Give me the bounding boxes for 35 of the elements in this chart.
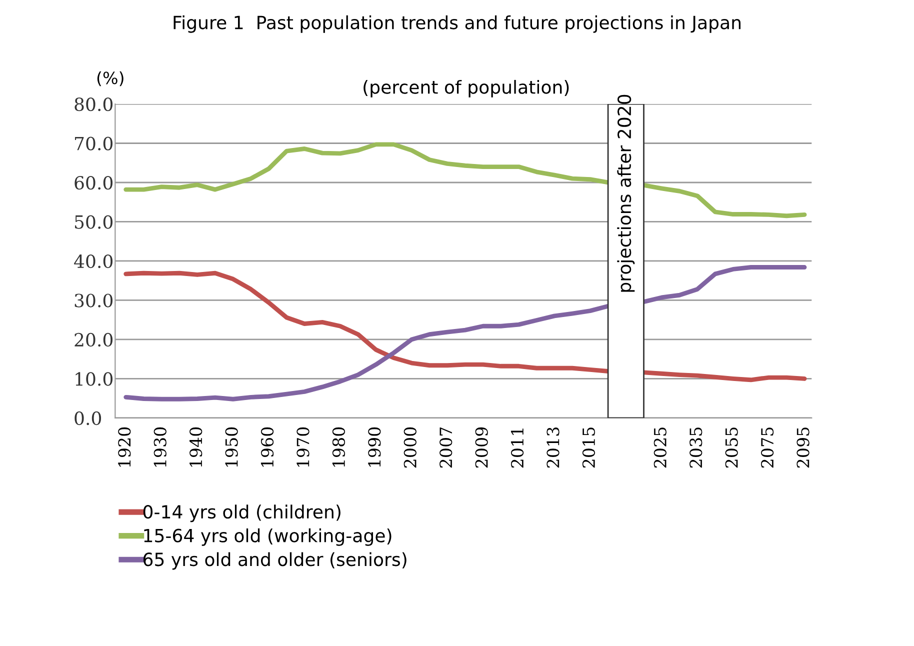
x-tick-label: 2007: [440, 428, 452, 468]
x-tick-label: 2013: [546, 428, 560, 468]
x-tick-label: 2075: [761, 428, 774, 468]
x-tick-label: 2009: [475, 427, 488, 468]
y-tick-label: 70.0: [75, 136, 112, 150]
y-tick-label: 0.0: [74, 411, 102, 426]
x-tick-label: 1960: [260, 427, 274, 467]
y-tick-label: 60.0: [74, 176, 112, 190]
legend-label: 0-14 yrs old (children): [143, 504, 340, 522]
x-tick-label: 2011: [510, 428, 524, 468]
y-axis-title: (%): [97, 71, 124, 86]
x-tick-label: 1940: [190, 427, 202, 467]
y-tick-label: 20.0: [74, 332, 112, 347]
chart-title: Figure 1 Past population trends and future projections in Japan: [174, 15, 740, 33]
y-tick-label: 80.0: [74, 97, 112, 112]
y-tick-label: 40.0: [74, 254, 112, 268]
x-tick-label: 2035: [690, 428, 702, 468]
x-tick-label: 2025: [654, 428, 666, 468]
annotation: projections after 2020: [617, 94, 635, 292]
legend-label: 15-64 yrs old (working-age): [144, 528, 392, 546]
x-tick-label: 1930: [154, 427, 166, 467]
chart-subtitle: (percent of population): [364, 80, 569, 98]
x-tick-label: 1980: [332, 427, 346, 467]
x-tick-label: 2000: [404, 427, 416, 468]
legend-label: 65 yrs old and older (seniors): [143, 552, 406, 570]
x-tick-label: 2095: [796, 428, 810, 468]
x-tick-label: 1990: [368, 427, 381, 467]
x-tick-label: 1970: [296, 427, 310, 467]
y-tick-label: 50.0: [75, 215, 112, 229]
y-tick-label: 10.0: [76, 372, 112, 386]
x-tick-label: 1920: [118, 427, 131, 467]
x-tick-label: 1950: [225, 427, 238, 467]
y-tick-label: 30.0: [74, 294, 112, 308]
x-tick-label: 2055: [725, 428, 738, 468]
x-tick-label: 2015: [582, 428, 596, 468]
